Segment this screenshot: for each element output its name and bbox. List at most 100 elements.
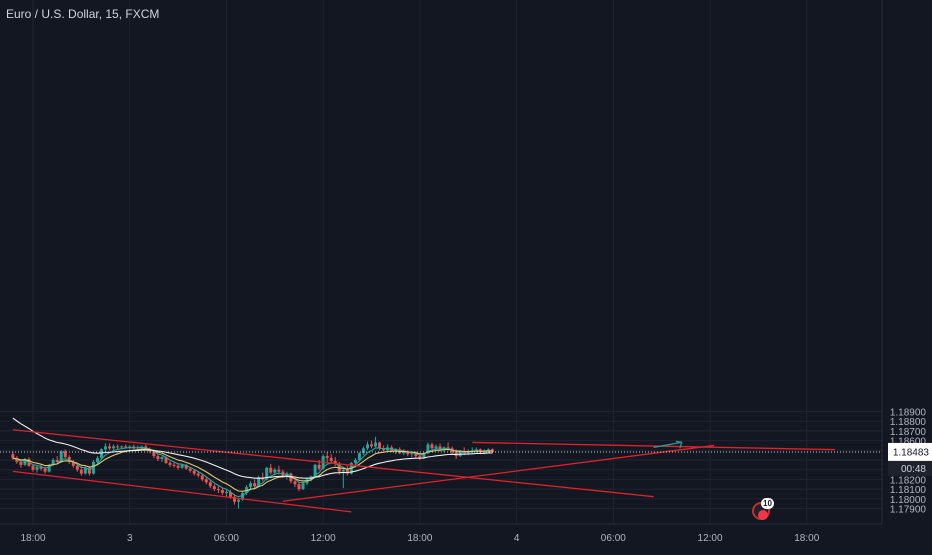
price-tick-label: 1.18100 xyxy=(890,485,927,496)
candle-body xyxy=(51,460,55,465)
time-tick-label: 3 xyxy=(127,533,133,544)
trendline[interactable] xyxy=(282,444,715,502)
candle-body xyxy=(438,446,442,450)
candle-body xyxy=(176,465,180,468)
candle-body xyxy=(160,457,164,460)
candle-body xyxy=(87,467,91,474)
price-scale[interactable]: 1.179001.180001.181001.182001.183001.184… xyxy=(881,0,932,524)
candle-body xyxy=(11,454,15,459)
candle-body xyxy=(224,492,228,494)
candle-body xyxy=(422,453,426,459)
candle-body xyxy=(474,449,478,451)
trendline[interactable] xyxy=(12,470,352,513)
candle-body xyxy=(265,467,269,480)
candle-body xyxy=(293,481,297,485)
candle-body xyxy=(55,460,59,462)
candle-body xyxy=(116,446,120,448)
candle-body xyxy=(257,477,261,487)
candle-body xyxy=(430,444,434,449)
candle-body xyxy=(212,486,216,490)
candle-body xyxy=(410,453,414,455)
time-tick-label: 06:00 xyxy=(214,533,239,544)
arrow-head xyxy=(675,440,683,449)
candle-body xyxy=(59,451,63,462)
candle-body xyxy=(365,444,369,449)
candle-body xyxy=(91,461,95,474)
candle-body xyxy=(152,451,156,457)
candle-body xyxy=(216,489,220,491)
candle-body xyxy=(108,446,112,449)
candle-body xyxy=(269,467,273,473)
candle-body xyxy=(188,468,192,471)
trendline[interactable] xyxy=(12,429,227,453)
candle-body xyxy=(237,499,241,502)
candle-body xyxy=(120,446,124,448)
candle-body xyxy=(426,444,430,454)
countdown-label: 00:48 xyxy=(901,464,926,475)
notification-badge[interactable]: 10 xyxy=(752,498,774,522)
price-tick-label: 1.18900 xyxy=(890,408,927,419)
grid xyxy=(0,0,882,524)
candle-body xyxy=(47,464,51,472)
candle-body xyxy=(15,458,19,462)
candle-body xyxy=(100,449,104,459)
candle-body xyxy=(406,451,410,455)
arrow-line[interactable] xyxy=(653,441,682,448)
candle-body xyxy=(124,446,128,448)
candle-body xyxy=(104,446,108,450)
time-tick-label: 12:00 xyxy=(698,533,723,544)
candle-body xyxy=(370,444,374,447)
candle-body xyxy=(233,496,236,502)
trendline[interactable] xyxy=(472,441,835,451)
candle-body xyxy=(333,460,337,464)
candle-body xyxy=(434,446,438,449)
candle-body xyxy=(446,447,450,449)
candle-body xyxy=(112,446,116,449)
last-price-label-bg xyxy=(888,442,932,461)
candle-body xyxy=(325,456,329,459)
candle-body xyxy=(253,483,257,487)
candle-body xyxy=(374,442,378,447)
candle-body xyxy=(241,492,245,500)
candle-body xyxy=(23,459,27,465)
candle-body xyxy=(357,453,361,460)
candle-body xyxy=(75,465,79,470)
candle-body xyxy=(180,464,184,468)
candle-body xyxy=(172,464,176,466)
price-tick-label: 1.18600 xyxy=(890,437,927,448)
countdown-label-bg xyxy=(888,460,932,476)
candle-body xyxy=(35,466,39,470)
candle-body xyxy=(273,469,277,473)
candle-body xyxy=(39,466,43,469)
candle-body xyxy=(301,483,305,490)
price-tick-label: 1.18000 xyxy=(890,495,927,506)
time-tick-label: 18:00 xyxy=(20,533,45,544)
candle-body xyxy=(285,473,289,476)
candle-body xyxy=(394,449,398,452)
candle-body xyxy=(79,469,83,474)
candle-body xyxy=(402,451,406,454)
candle-body xyxy=(220,490,224,493)
candle-body xyxy=(192,470,196,474)
time-tick-label: 12:00 xyxy=(311,533,336,544)
candle-body xyxy=(345,469,349,474)
candle-body xyxy=(128,446,132,448)
candle-body xyxy=(277,469,281,472)
candle-body xyxy=(204,479,208,483)
candle-body xyxy=(19,461,23,465)
price-tick-label: 1.18700 xyxy=(890,427,927,438)
candle-body xyxy=(297,484,301,490)
trendline[interactable] xyxy=(226,451,654,498)
candle-body xyxy=(353,460,357,463)
candle-body xyxy=(71,461,75,466)
candle-body xyxy=(313,464,317,477)
time-tick-label: 4 xyxy=(514,533,520,544)
price-tick-label: 1.18200 xyxy=(890,475,927,486)
candle-body xyxy=(200,475,204,480)
candle-body xyxy=(317,464,321,469)
moving-average-line xyxy=(12,417,493,479)
time-scale[interactable]: 18:00 3 06:00 12:00 18:00 4 06:00 12:00 18:00 xyxy=(0,523,882,544)
